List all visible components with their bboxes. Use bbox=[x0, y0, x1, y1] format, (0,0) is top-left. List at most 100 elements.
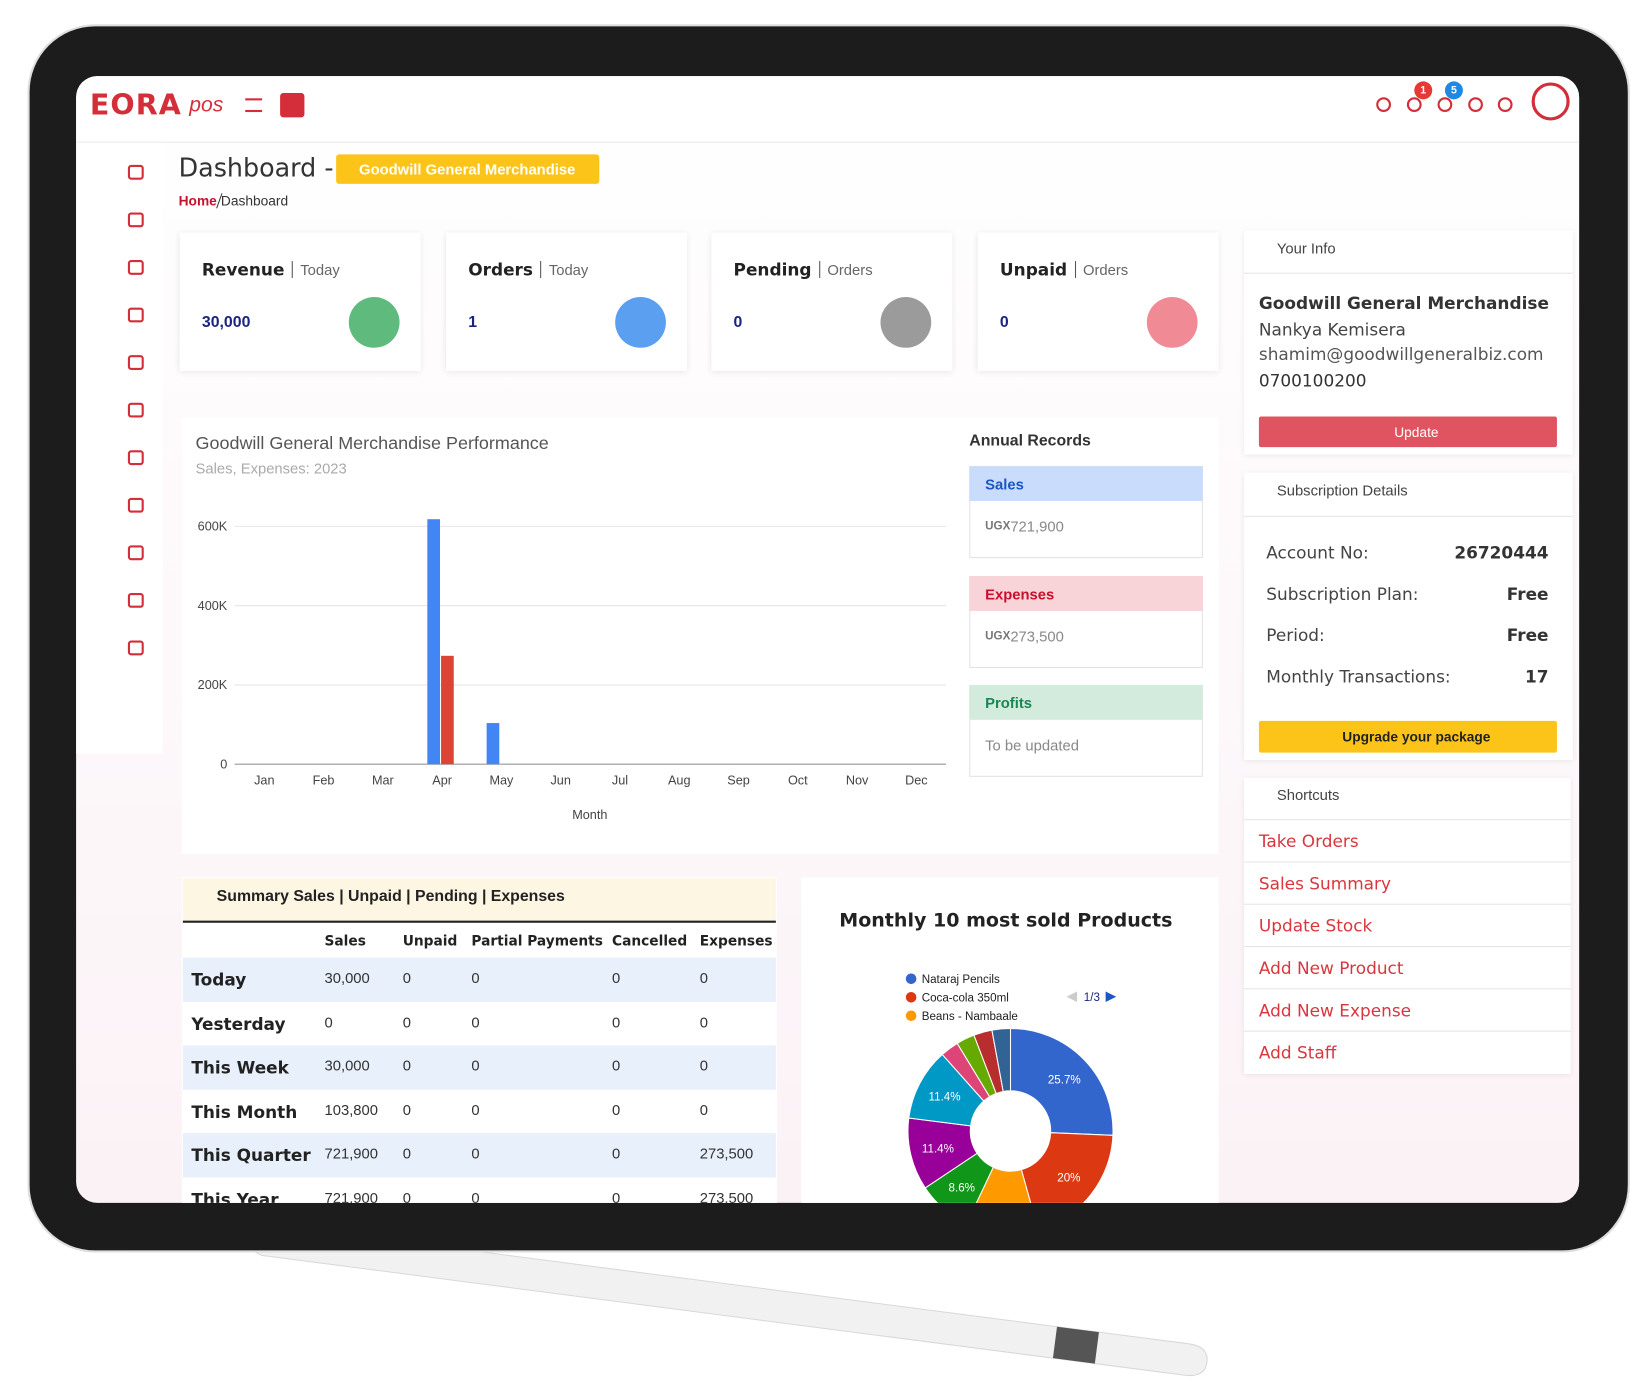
card-icon bbox=[615, 297, 666, 348]
table-cell: 0 bbox=[699, 1057, 708, 1075]
shortcut-divider bbox=[1244, 819, 1571, 821]
column-header: Sales bbox=[324, 933, 366, 950]
x-tick-label: Aug bbox=[668, 773, 691, 787]
breadcrumb-link[interactable]: Home bbox=[178, 192, 217, 209]
slice-label: 11.4% bbox=[922, 1142, 954, 1155]
pie-slice bbox=[991, 1027, 1012, 1093]
x-tick-label: Jan bbox=[254, 773, 274, 787]
subscription-value: 26720444 bbox=[1454, 542, 1549, 563]
panel-divider bbox=[1244, 272, 1573, 274]
sidebar-icon bbox=[127, 450, 144, 466]
table-cell: 30,000 bbox=[324, 1057, 370, 1075]
subscription-value: Free bbox=[1506, 625, 1549, 646]
card-divider bbox=[818, 261, 820, 278]
shortcut-link[interactable]: Add New Product bbox=[1258, 958, 1404, 979]
nav-icon bbox=[1376, 97, 1392, 113]
record-header bbox=[969, 684, 1203, 720]
shortcut-link[interactable]: Sales Summary bbox=[1258, 873, 1392, 894]
table-cell: 273,500 bbox=[699, 1145, 754, 1163]
y-tick-label: 0 bbox=[220, 757, 227, 771]
shortcut-link[interactable]: Take Orders bbox=[1258, 831, 1359, 852]
x-tick-label: Jun bbox=[550, 773, 570, 787]
card-period: Today bbox=[300, 261, 340, 278]
card-value: 30,000 bbox=[201, 313, 251, 332]
card-divider bbox=[291, 261, 293, 278]
logo-suffix: pos bbox=[189, 93, 224, 117]
business-name: Goodwill General Merchandise bbox=[359, 160, 576, 178]
shortcut-divider bbox=[1244, 946, 1571, 948]
row-band bbox=[182, 1045, 776, 1090]
shortcut-link[interactable]: Add New Expense bbox=[1258, 1000, 1412, 1021]
update-label: Update bbox=[1394, 424, 1439, 441]
panel-title: Shortcuts bbox=[1276, 786, 1340, 804]
bar bbox=[441, 655, 454, 765]
x-tick-label: Oct bbox=[788, 773, 808, 787]
card-title: Revenue bbox=[201, 259, 285, 280]
card-icon bbox=[1146, 297, 1198, 348]
table-cell: 0 bbox=[612, 969, 621, 987]
record-amount: 721,900 bbox=[1010, 517, 1064, 535]
chart-title: Goodwill General Merchandise Performance bbox=[196, 433, 549, 453]
update-button[interactable] bbox=[1258, 416, 1557, 448]
card-icon bbox=[348, 297, 400, 348]
column-header: Partial Payments bbox=[471, 933, 603, 950]
badge bbox=[1414, 81, 1433, 100]
card-title: Orders bbox=[468, 259, 533, 280]
pie-chart: Nataraj Pencils Coca-cola 350ml Beans - Na… bbox=[905, 973, 1117, 1203]
bar bbox=[427, 519, 441, 765]
table-cell: 30,000 bbox=[324, 969, 370, 987]
table-cell: 0 bbox=[612, 1057, 621, 1075]
sidebar-icon bbox=[127, 545, 144, 561]
shortcut-link[interactable]: Add Staff bbox=[1258, 1042, 1337, 1063]
table-cell: 0 bbox=[402, 1057, 411, 1075]
panel-title: Your Info bbox=[1276, 239, 1336, 257]
table-cell: 0 bbox=[612, 1013, 621, 1031]
subscription-label: Period: bbox=[1266, 625, 1325, 646]
nav-icon bbox=[1468, 97, 1483, 113]
card-title: Pending bbox=[733, 259, 812, 280]
card-divider bbox=[540, 261, 542, 278]
table-cell: 0 bbox=[402, 1189, 411, 1203]
charts: Goodwill General Merchandise Performance… bbox=[196, 433, 947, 822]
sidebar-icon bbox=[127, 592, 144, 608]
info-phone: 0700100200 bbox=[1258, 370, 1367, 391]
sidebar bbox=[76, 142, 163, 754]
shortcut-divider bbox=[1244, 861, 1571, 863]
legend-swatch bbox=[905, 991, 917, 1003]
chart-subtitle: Sales, Expenses: 2023 bbox=[196, 462, 347, 478]
card-icon bbox=[880, 297, 932, 348]
shortcut-link[interactable]: Update Stock bbox=[1258, 915, 1373, 936]
table-cell: 0 bbox=[471, 1013, 480, 1031]
row-label: This Week bbox=[191, 1057, 289, 1078]
add-icon bbox=[280, 93, 305, 118]
table-cell: 0 bbox=[402, 1145, 411, 1163]
x-tick-label: Sep bbox=[727, 773, 750, 787]
table-cell: 0 bbox=[402, 1101, 411, 1119]
card-value: 0 bbox=[733, 313, 743, 332]
card-period: Today bbox=[548, 261, 589, 278]
pager-next[interactable] bbox=[1105, 991, 1117, 1003]
nav-icon bbox=[1497, 97, 1513, 113]
table-cell: 721,900 bbox=[324, 1189, 378, 1203]
legend-label: Coca-cola 350ml bbox=[922, 992, 1009, 1005]
subscription-value: 17 bbox=[1524, 666, 1549, 687]
annual-title: Annual Records bbox=[969, 431, 1091, 450]
notification-count: 1 bbox=[1420, 84, 1427, 97]
upgrade-button[interactable] bbox=[1258, 720, 1557, 753]
x-tick-label: Dec bbox=[905, 773, 928, 787]
table-cell: 0 bbox=[471, 969, 480, 987]
table-cell: 0 bbox=[699, 969, 708, 987]
legend-label: Nataraj Pencils bbox=[922, 973, 1000, 986]
sidebar-icon bbox=[127, 307, 144, 323]
card-title: Unpaid bbox=[999, 259, 1068, 280]
table-cell: 0 bbox=[471, 1189, 480, 1203]
table-cell: 273,500 bbox=[699, 1189, 754, 1203]
sidebar-icon bbox=[127, 355, 144, 370]
shortcut-divider bbox=[1244, 1030, 1571, 1032]
x-tick-label: May bbox=[489, 773, 514, 787]
panel-divider bbox=[1244, 515, 1573, 517]
bar bbox=[486, 723, 500, 765]
table-cell: 0 bbox=[612, 1101, 621, 1119]
subscription-label: Monthly Transactions: bbox=[1266, 666, 1451, 687]
table-cell: 0 bbox=[699, 1013, 708, 1031]
